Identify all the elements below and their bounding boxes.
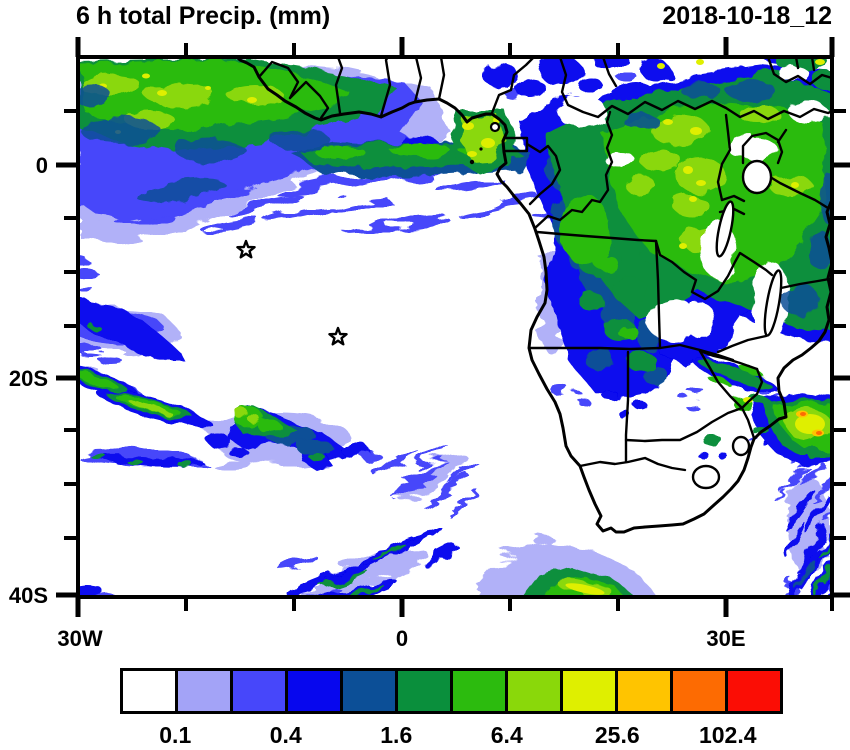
y-tick-label-20s: 20S — [9, 366, 48, 391]
colorbar — [120, 668, 783, 714]
colorbar-cell — [725, 671, 780, 711]
y-tick-label-0: 0 — [36, 153, 48, 178]
country-borders — [257, 57, 832, 490]
africa-coastline — [234, 57, 832, 534]
x-tick-label-30e: 30E — [706, 626, 745, 651]
principe-island — [479, 147, 483, 151]
colorbar-cell — [395, 671, 450, 711]
colorbar-cell — [340, 671, 395, 711]
sao-tome-island — [469, 159, 475, 165]
colorbar-cell — [615, 671, 670, 711]
bioko-island — [489, 121, 501, 133]
colorbar-cell — [505, 671, 560, 711]
colorbar-label: 0.1 — [159, 722, 192, 748]
colorbar-cell — [123, 671, 175, 711]
y-tick-label-40s: 40S — [9, 583, 48, 608]
page-title: 6 h total Precip. (mm) — [76, 2, 331, 30]
star-marker — [328, 326, 348, 346]
islands — [469, 121, 501, 165]
colorbar-cell — [285, 671, 340, 711]
lake-malawi — [763, 269, 783, 337]
colorbar-cell — [560, 671, 615, 711]
x-tick-label-30w: 30W — [57, 626, 102, 651]
precip-layer-orange — [800, 412, 822, 435]
colorbar-cell — [175, 671, 230, 711]
colorbar-cell — [230, 671, 285, 711]
lakes — [715, 159, 783, 337]
colorbar-label: 102.4 — [698, 722, 757, 748]
colorbar-cell — [450, 671, 505, 711]
axis-ticks — [56, 37, 850, 617]
coastline-and-borders — [234, 57, 832, 534]
colorbar-label: 0.4 — [269, 722, 302, 748]
precip-layer-yellow — [99, 59, 825, 595]
colorbar-label: 1.6 — [380, 722, 413, 748]
colorbar-label: 6.4 — [490, 722, 523, 748]
star-marker — [236, 239, 256, 259]
colorbar-labels: 0.1 0.4 1.6 6.4 25.6 102.4 — [120, 722, 783, 750]
run-date: 2018-10-18_12 — [662, 2, 832, 30]
lake-tanganyika — [715, 200, 735, 258]
lake-victoria — [741, 159, 773, 195]
precip-navy-mottling — [78, 80, 832, 315]
colorbar-label: 25.6 — [594, 722, 640, 748]
colorbar-cell — [670, 671, 725, 711]
x-tick-label-0: 0 — [396, 626, 408, 651]
station-markers — [236, 239, 348, 346]
